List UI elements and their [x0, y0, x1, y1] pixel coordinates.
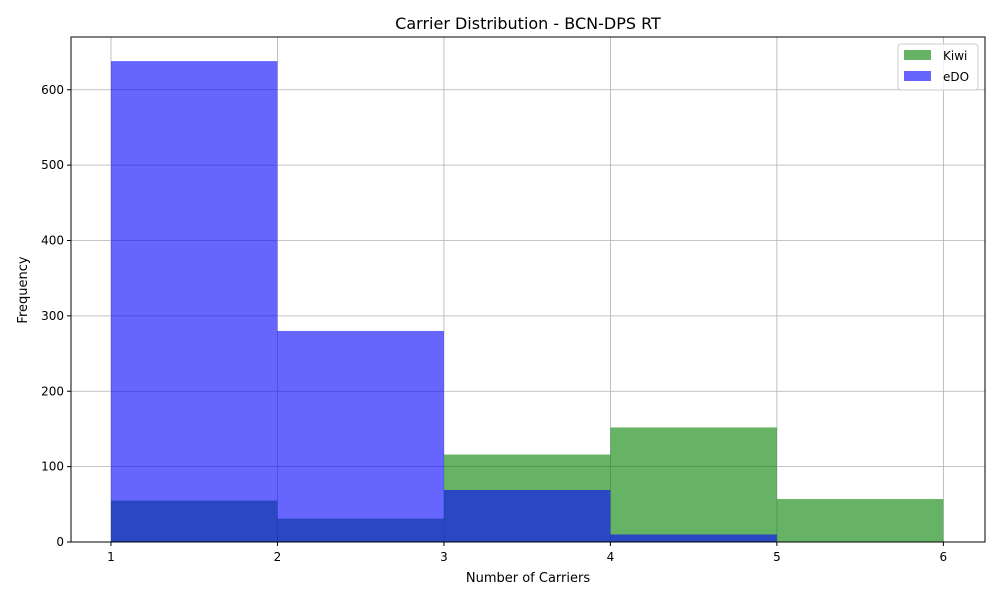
series-edo [110, 61, 777, 542]
x-axis-label: Number of Carriers [466, 571, 590, 586]
y-tick-label: 500 [41, 158, 64, 172]
y-tick-label: 300 [41, 309, 64, 323]
bar-edo [277, 330, 444, 542]
legend-swatch-edo [904, 71, 931, 81]
y-tick-label: 100 [41, 460, 64, 474]
legend: Kiwi eDO [897, 43, 979, 91]
x-tick-label: 5 [773, 550, 781, 564]
x-tick-label: 6 [940, 550, 948, 564]
x-tick-label: 2 [274, 550, 282, 564]
y-tick-label: 600 [41, 83, 64, 97]
y-tick-label: 200 [41, 384, 64, 398]
histogram-bars [110, 61, 944, 542]
y-axis-label: Frequency [16, 256, 31, 323]
x-tick-label: 4 [607, 550, 615, 564]
bar-edo [443, 489, 611, 542]
plot-frame [70, 36, 986, 543]
legend-label-edo: eDO [943, 70, 969, 84]
legend-label-kiwi: Kiwi [943, 49, 967, 63]
y-tick-label: 400 [41, 234, 64, 248]
bar-kiwi [610, 427, 777, 542]
axis-ticks: 1 2 3 4 5 6 0 100 200 300 400 500 600 [41, 83, 947, 564]
x-tick-label: 1 [107, 550, 115, 564]
x-tick-label: 3 [440, 550, 448, 564]
bar-edo [610, 534, 777, 542]
bar-kiwi [776, 499, 944, 542]
bar-edo [110, 61, 278, 542]
legend-swatch-kiwi [904, 50, 931, 60]
y-tick-label: 0 [56, 535, 64, 549]
chart-title: Carrier Distribution - BCN-DPS RT [395, 14, 661, 33]
